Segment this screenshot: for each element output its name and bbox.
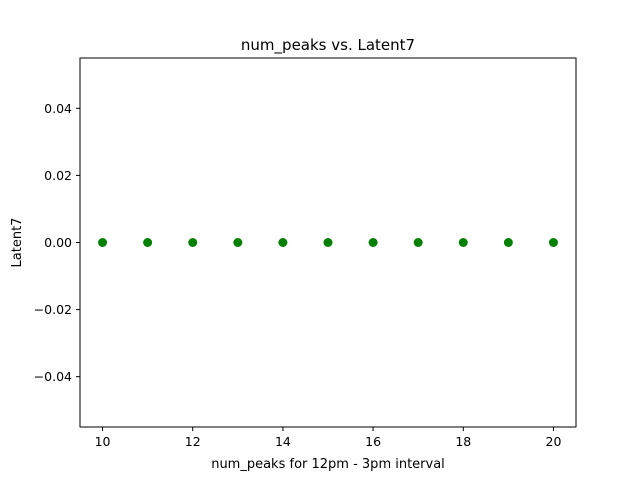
data-point [368,238,378,247]
data-points [98,238,558,247]
x-tick-label: 10 [95,434,111,449]
data-point [413,238,423,247]
data-point [143,238,153,247]
x-tick-label: 14 [275,434,291,449]
y-axis-label: Latent7 [10,218,25,268]
x-tick-label: 12 [185,434,201,449]
data-point [548,238,558,247]
x-tick-label: 16 [365,434,381,449]
y-tick-label: −0.04 [34,369,72,384]
data-point [98,238,108,247]
x-axis-label: num_peaks for 12pm - 3pm interval [211,457,445,472]
data-point [188,238,198,247]
y-axis-ticks: −0.04 −0.02 0.00 0.02 0.04 [34,101,80,384]
data-point [458,238,468,247]
y-tick-label: 0.04 [44,101,72,116]
plot-area-frame [79,57,577,428]
x-tick-label: 18 [455,434,471,449]
data-point [503,238,513,247]
y-tick-label: 0.02 [44,168,72,183]
y-tick-label: −0.02 [34,302,72,317]
chart-title: num_peaks vs. Latent7 [241,36,415,55]
data-point [233,238,243,247]
x-axis-ticks: 10 12 14 16 18 20 [95,427,562,449]
data-point [278,238,288,247]
data-point [323,238,333,247]
x-tick-label: 20 [546,434,562,449]
y-tick-label: 0.00 [44,235,72,250]
